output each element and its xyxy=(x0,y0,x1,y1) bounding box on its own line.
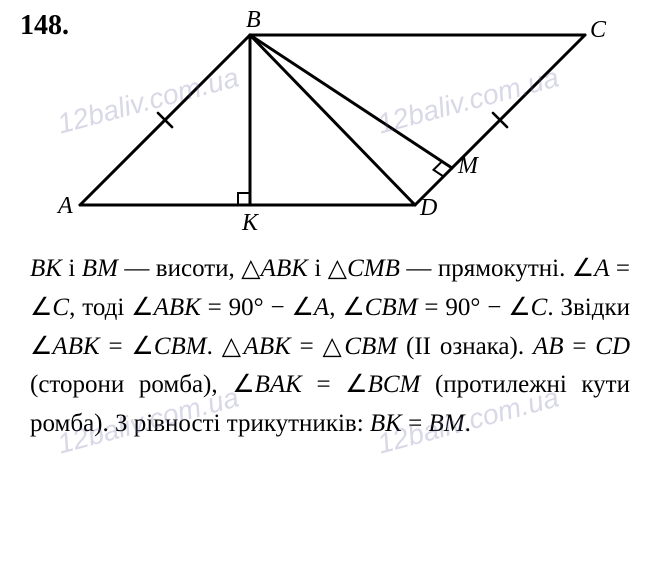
vertex-label-B: B xyxy=(246,7,261,34)
vertex-label-K: K xyxy=(242,210,258,237)
page-container: 148. ABCDKM BK і BM — висоти, △ABK і △CM… xyxy=(0,0,661,572)
vertex-label-D: D xyxy=(420,195,437,222)
vertex-label-C: C xyxy=(590,17,606,44)
proof-text: BK і BM — висоти, △ABK і △CMB — прямокут… xyxy=(30,250,630,444)
vertex-label-A: A xyxy=(58,193,73,220)
geometry-figure: ABCDKM xyxy=(50,15,610,225)
vertex-label-M: M xyxy=(458,153,478,180)
